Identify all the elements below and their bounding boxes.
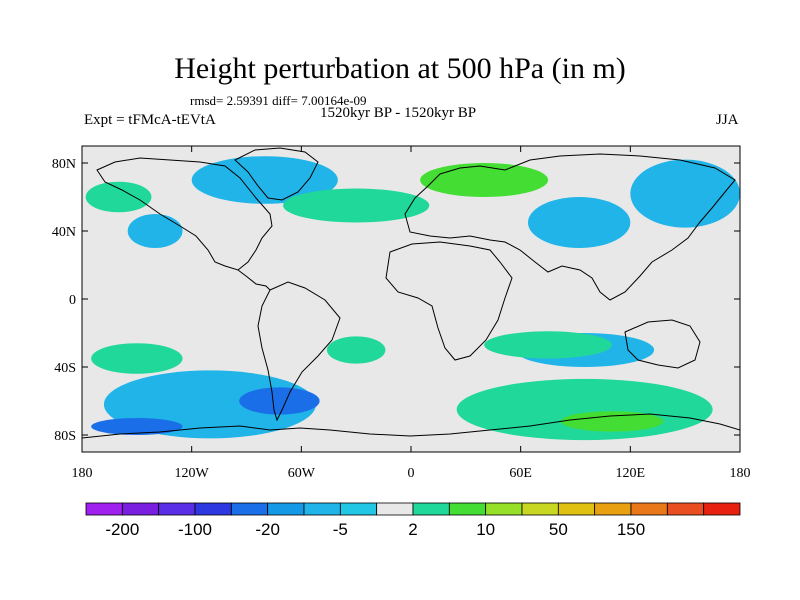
anomaly-north-pacific-positive (85, 181, 152, 213)
colorbar-label: -5 (333, 520, 348, 539)
coastline-africa (385, 241, 513, 361)
anomaly-siberia-negative (630, 159, 740, 228)
anomaly-central-asia-negative (527, 197, 631, 248)
colorbar-swatch (557, 502, 596, 516)
colorbar-swatch (376, 502, 414, 516)
lat-tick-label: 80S (54, 429, 76, 444)
colorbar-label: 10 (476, 520, 495, 539)
colorbar-swatch (521, 502, 559, 516)
period-label: 1520kyr BP - 1520kyr BP (320, 105, 477, 121)
colorbar-swatch (703, 502, 741, 516)
anomaly-east-pacific-negative (127, 214, 183, 248)
coastline-north-america (96, 157, 273, 271)
colorbar-swatch (158, 502, 196, 516)
anomaly-indian-ocean-positive (484, 331, 613, 359)
lon-tick-label: 60W (288, 466, 316, 481)
coastline-australia (624, 319, 701, 369)
colorbar-swatch (303, 502, 341, 516)
anomaly-subtropical-south-atlantic (326, 336, 386, 364)
colorbar-label: -200 (105, 520, 139, 539)
coastline-eurasia (404, 153, 736, 301)
anomaly-fields (85, 156, 740, 441)
colorbar-swatch (666, 502, 705, 516)
colorbar-swatch (85, 502, 123, 516)
colorbar-label: 150 (617, 520, 645, 539)
lat-tick-label: 40S (54, 361, 76, 376)
chart-title: Height perturbation at 500 hPa (in m) (174, 52, 626, 85)
colorbar-swatch (339, 502, 378, 516)
coastline-central-america (237, 269, 271, 291)
anomaly-south-pacific-core (91, 418, 183, 435)
lat-tick-label: 40N (52, 225, 76, 240)
coastline-south-america (257, 281, 341, 422)
lon-tick-label: 60E (509, 466, 532, 481)
stats-label: rmsd= 2.59391 diff= 7.00164e-09 (190, 93, 367, 108)
colorbar-swatch (412, 502, 450, 516)
colorbar-swatch (121, 502, 160, 516)
anomaly-scandinavia-positive (420, 163, 549, 197)
coastlines (82, 147, 740, 439)
colorbar-swatch (448, 502, 487, 516)
season-label: JJA (716, 112, 739, 128)
anomaly-south-america-core (239, 387, 320, 415)
colorbar-swatch (230, 502, 269, 516)
anomaly-southern-ocean-positive (456, 378, 713, 441)
lon-tick-label: 180 (72, 466, 93, 481)
axis-ticks: 180 120W 60W 0 60E 120E 180 80N 40N 0 40S 80S (52, 146, 751, 481)
colorbar-swatch (594, 502, 632, 516)
lat-tick-label: 80N (52, 157, 76, 172)
lon-tick-label: 180 (730, 466, 751, 481)
lon-tick-label: 120W (175, 466, 210, 481)
lon-tick-label: 120E (616, 466, 646, 481)
experiment-label: Expt = tFMcA-tEVtA (84, 112, 216, 128)
colorbar-label: -100 (178, 520, 212, 539)
anomaly-north-atlantic-positive (283, 188, 430, 223)
coastline-greenland (234, 147, 319, 201)
colorbar-swatch (485, 502, 523, 516)
colorbar-swatch (630, 502, 668, 516)
colorbar-label: 50 (549, 520, 568, 539)
anomaly-southeast-pacific-positive (91, 343, 183, 374)
colorbar-label: 2 (408, 520, 417, 539)
colorbar-label: -20 (255, 520, 280, 539)
coastline-antarctica (82, 413, 740, 439)
lon-tick-label: 0 (408, 466, 415, 481)
colorbar: -200 -100 -20 -5 2 10 50 150 (85, 502, 741, 539)
colorbar-swatch (267, 502, 305, 516)
anomaly-southern-ocean-core (560, 411, 664, 432)
colorbar-swatch (194, 502, 232, 516)
lat-tick-label: 0 (69, 293, 76, 308)
